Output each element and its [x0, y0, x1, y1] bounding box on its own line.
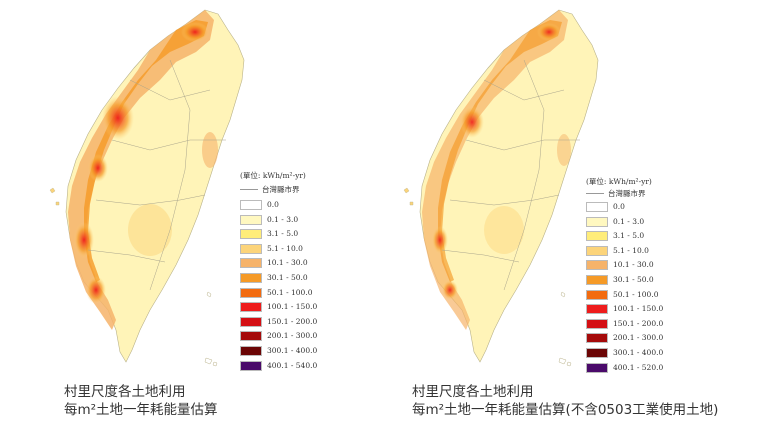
legend-label: 300.1 - 400.0: [267, 346, 318, 355]
legend-label: 10.1 - 30.0: [613, 260, 654, 270]
caption-line2: 每m²土地一年耗能量估算(不含0503工業使用土地): [412, 402, 719, 418]
legend-label: 400.1 - 520.0: [613, 362, 664, 372]
legend-swatch: [240, 200, 262, 210]
legend-swatch: [240, 302, 262, 313]
legend-label: 100.1 - 150.0: [267, 302, 318, 312]
legend-swatch: [240, 316, 262, 327]
legend-label: 0.0: [613, 202, 625, 211]
legend-swatch: [240, 214, 262, 225]
map-legend-right: (單位: kWh/m²-yr) 台灣縣市界 0.0 0.1 - 3.0 3.1 - …: [586, 177, 664, 373]
legend-label: 400.1 - 540.0: [267, 360, 318, 370]
county-border-line: [586, 193, 604, 194]
legend-swatch: [586, 333, 608, 344]
legend-label: 10.1 - 30.0: [267, 258, 308, 268]
legend-swatch: [586, 245, 608, 256]
legend-swatch: [240, 287, 262, 298]
legend-swatch: [240, 229, 262, 240]
caption-line1: 村里尺度各土地利用: [64, 384, 186, 400]
map-caption-left: 村里尺度各土地利用 每m²土地一年耗能量估算: [64, 383, 218, 419]
legend-label: 0.0: [267, 200, 279, 209]
map-legend-left: (單位: kWh/m²-yr) 台灣縣市界 0.0 0.1 - 3.0 3.1 - …: [240, 171, 318, 371]
legend-unit: (單位: kWh/m²-yr): [240, 171, 306, 180]
legend-label: 150.1 - 200.0: [613, 318, 664, 328]
legend-swatch: [240, 243, 262, 254]
county-border-line: [240, 189, 258, 190]
legend-label: 5.1 - 10.0: [613, 245, 649, 255]
legend-swatch: [586, 348, 608, 358]
legend-label: 300.1 - 400.0: [613, 348, 664, 357]
legend-swatch: [240, 331, 262, 342]
taiwan-island-shape: [419, 9, 599, 363]
taiwan-map-right: [403, 9, 599, 367]
legend-label: 30.1 - 50.0: [267, 273, 308, 282]
legend-label: 0.1 - 3.0: [267, 214, 299, 224]
legend-label: 30.1 - 50.0: [613, 275, 654, 284]
legend-label: 150.1 - 200.0: [267, 316, 318, 326]
legend-label: 200.1 - 300.0: [613, 333, 664, 343]
legend-swatch: [586, 216, 608, 227]
legend-swatch: [240, 346, 262, 356]
legend-swatch: [586, 362, 608, 373]
legend-label: 100.1 - 150.0: [613, 304, 664, 314]
legend-label: 50.1 - 100.0: [267, 287, 313, 297]
legend-swatch: [586, 289, 608, 300]
legend-label: 50.1 - 100.0: [613, 289, 659, 299]
legend-swatch: [586, 202, 608, 212]
map-panel-left: (單位: kWh/m²-yr) 台灣縣市界 0.0 0.1 - 3.0 3.1 - …: [49, 9, 318, 419]
legend-swatch: [586, 275, 608, 285]
taiwan-island-shape: [65, 9, 245, 363]
legend-unit: (單位: kWh/m²-yr): [586, 177, 652, 186]
legend-swatch: [240, 258, 262, 269]
legend-swatch: [586, 260, 608, 271]
legend-swatch: [240, 273, 262, 283]
taiwan-map-left: [49, 9, 245, 367]
map-panel-right: (單位: kWh/m²-yr) 台灣縣市界 0.0 0.1 - 3.0 3.1 - …: [384, 0, 768, 435]
legend-label: 3.1 - 5.0: [267, 229, 299, 239]
legend-swatch: [586, 318, 608, 329]
legend-label: 200.1 - 300.0: [267, 331, 318, 341]
legend-label: 3.1 - 5.0: [613, 231, 645, 241]
legend-swatch: [240, 360, 262, 371]
caption-line1: 村里尺度各土地利用: [412, 384, 534, 400]
legend-swatch: [586, 304, 608, 315]
map-caption-right: 村里尺度各土地利用 每m²土地一年耗能量估算(不含0503工業使用土地): [412, 383, 718, 419]
caption-line2: 每m²土地一年耗能量估算: [64, 402, 218, 418]
legend-label: 0.1 - 3.0: [613, 216, 645, 226]
legend-swatch: [586, 231, 608, 242]
legend-label: 5.1 - 10.0: [267, 243, 303, 253]
